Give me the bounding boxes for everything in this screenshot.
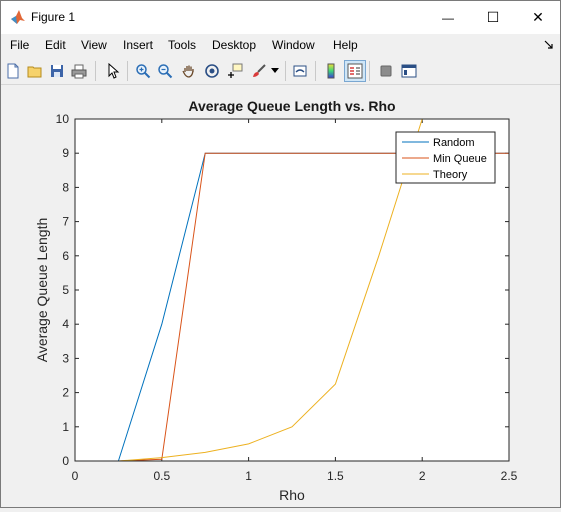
menu-bar: File Edit View Insert Tools Desktop Wind… (1, 34, 560, 56)
y-tick-label: 0 (62, 454, 69, 468)
print-icon (71, 64, 87, 79)
edit-plot-button[interactable] (103, 61, 123, 81)
toolbar-separator (285, 61, 286, 81)
matlab-logo-icon (11, 10, 25, 24)
y-tick-label: 5 (62, 283, 69, 297)
toolbar-separator (95, 61, 96, 81)
pointer-icon (108, 63, 120, 79)
brush-icon (253, 64, 266, 77)
legend-icon (347, 63, 363, 79)
toolbar-separator (315, 61, 316, 81)
figure-canvas: Average Queue Length vs. Rho Rho Average… (1, 85, 560, 507)
zoom-out-button[interactable] (155, 61, 175, 81)
y-tick-label: 8 (62, 180, 69, 194)
dock-arrow-icon[interactable] (544, 40, 554, 50)
rotate-3d-icon (205, 64, 219, 78)
x-tick-label: 0 (72, 469, 79, 483)
zoom-in-icon (136, 64, 151, 79)
x-tick-label: 1 (245, 469, 252, 483)
data-cursor-button[interactable] (225, 61, 245, 81)
link-plot-icon (293, 65, 307, 77)
y-tick-label: 6 (62, 249, 69, 263)
brush-button[interactable] (249, 61, 269, 81)
chart-title: Average Queue Length vs. Rho (188, 98, 395, 114)
save-icon (51, 65, 63, 77)
maximize-icon: ☐ (486, 9, 500, 25)
link-plot-button[interactable] (290, 61, 310, 81)
menu-edit[interactable]: Edit (45, 38, 66, 52)
y-tick-label: 2 (62, 386, 69, 400)
close-button[interactable]: ✕ (515, 1, 561, 34)
brush-dropdown-button[interactable] (269, 61, 281, 81)
open-file-icon (27, 66, 42, 78)
menu-desktop[interactable]: Desktop (212, 38, 257, 52)
x-tick-label: 2.5 (501, 469, 518, 483)
toolbar-separator (127, 61, 128, 81)
axes-box (74, 118, 510, 462)
y-tick-label: 3 (62, 351, 69, 365)
minimize-button[interactable]: — (425, 1, 471, 34)
toolbar-separator (369, 61, 370, 81)
x-tick-label: 1.5 (327, 469, 344, 483)
insert-legend-button[interactable] (344, 60, 366, 82)
close-icon: ✕ (532, 9, 544, 25)
y-tick-label: 1 (62, 420, 69, 434)
x-axis-label: Rho (279, 487, 305, 503)
legend[interactable]: Random Min Queue Theory (395, 131, 496, 184)
hide-plot-tools-icon (380, 65, 392, 77)
pan-icon (182, 65, 194, 78)
new-figure-button[interactable] (3, 61, 23, 81)
menu-view[interactable]: View (81, 38, 107, 52)
zoom-out-icon (158, 64, 173, 79)
x-tick-label: 0.5 (153, 469, 170, 483)
y-tick-label: 7 (62, 215, 69, 229)
y-tick-label: 9 (62, 146, 69, 160)
insert-colorbar-button[interactable] (321, 61, 341, 81)
y-axis-label: Average Queue Length (34, 218, 50, 363)
menu-insert[interactable]: Insert (123, 38, 154, 52)
x-tick-label: 2 (419, 469, 426, 483)
new-figure-icon (7, 63, 19, 79)
show-plot-tools-icon (401, 64, 417, 78)
print-button[interactable] (69, 61, 89, 81)
y-tick-label: 4 (62, 317, 69, 331)
menu-file[interactable]: File (10, 38, 30, 52)
zoom-in-button[interactable] (133, 61, 153, 81)
window-title: Figure 1 (31, 10, 76, 24)
minimize-icon: — (442, 10, 454, 25)
brush-dropdown-icon (271, 68, 279, 73)
data-cursor-icon (228, 63, 243, 78)
open-file-button[interactable] (25, 61, 45, 81)
y-tick-label: 10 (56, 112, 70, 126)
legend-label-theory: Theory (433, 169, 468, 181)
maximize-button[interactable]: ☐ (470, 1, 516, 34)
save-button[interactable] (47, 61, 67, 81)
colorbar-icon (327, 63, 335, 79)
pan-button[interactable] (179, 61, 199, 81)
line-chart[interactable]: Average Queue Length vs. Rho Rho Average… (1, 85, 560, 507)
menu-tools[interactable]: Tools (168, 38, 197, 52)
title-bar: Figure 1 — ☐ ✕ (1, 1, 560, 34)
show-plot-tools-button[interactable] (399, 61, 419, 81)
figure-toolbar (1, 57, 560, 85)
menu-help[interactable]: Help (333, 38, 358, 52)
legend-label-min-queue: Min Queue (433, 153, 487, 165)
legend-label-random: Random (433, 137, 475, 149)
menu-window[interactable]: Window (272, 38, 315, 52)
hide-plot-tools-button[interactable] (376, 61, 396, 81)
rotate-3d-button[interactable] (202, 61, 222, 81)
